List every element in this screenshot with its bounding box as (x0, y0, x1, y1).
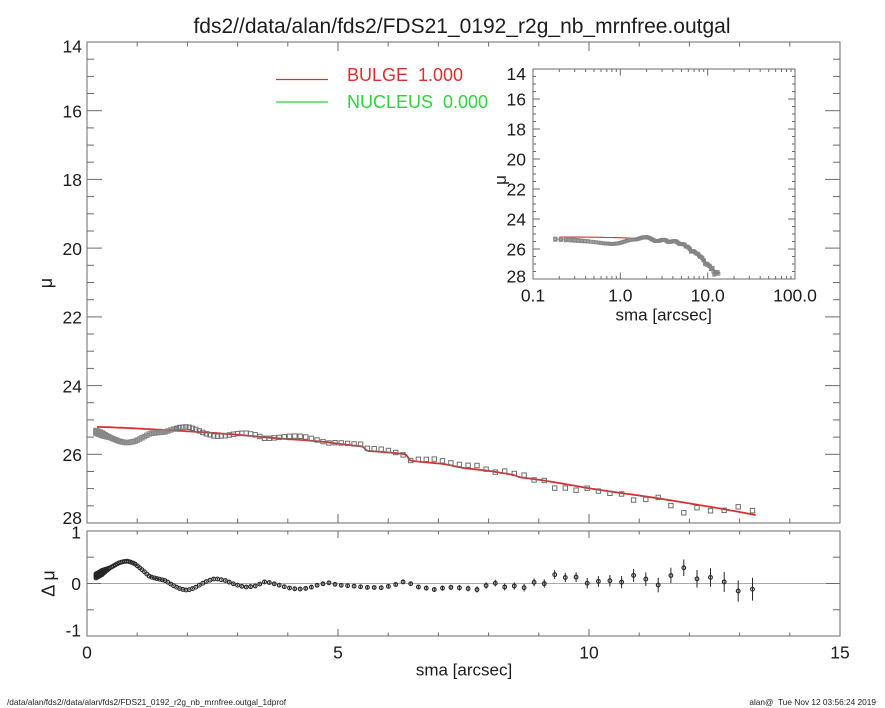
svg-text:24: 24 (507, 210, 527, 230)
svg-text:fds2//data/alan/fds2/FDS21_019: fds2//data/alan/fds2/FDS21_0192_r2g_nb_m… (193, 15, 730, 38)
svg-text:14: 14 (507, 64, 527, 84)
svg-text:100.0: 100.0 (773, 285, 817, 305)
svg-text:28: 28 (63, 508, 82, 528)
svg-text:14: 14 (63, 37, 83, 57)
svg-text:18: 18 (507, 120, 526, 140)
svg-text:1: 1 (71, 523, 81, 543)
svg-text:0.1: 0.1 (521, 285, 545, 305)
svg-text:0: 0 (71, 574, 81, 594)
svg-text:alan@ Tue Nov 12 03:56:24 201: alan@ Tue Nov 12 03:56:24 2019 (749, 697, 876, 707)
svg-text:22: 22 (63, 308, 82, 328)
svg-text:μ: μ (491, 175, 510, 185)
svg-text:-1: -1 (65, 621, 81, 641)
svg-text:Δ μ: Δ μ (39, 570, 59, 596)
svg-text:24: 24 (63, 376, 83, 396)
svg-text:26: 26 (63, 445, 82, 465)
svg-text:20: 20 (63, 239, 83, 259)
svg-text:sma [arcsec]: sma [arcsec] (416, 661, 512, 680)
svg-text:BULGE 1.000: BULGE 1.000 (347, 65, 463, 85)
svg-text:/data/alan/fds2//data/alan/fds: /data/alan/fds2//data/alan/fds2/FDS21_01… (7, 697, 287, 707)
svg-text:18: 18 (63, 170, 82, 190)
svg-text:NUCLEUS 0.000: NUCLEUS 0.000 (347, 92, 488, 112)
svg-text:0: 0 (82, 643, 92, 663)
svg-text:20: 20 (507, 150, 527, 170)
svg-text:28: 28 (507, 267, 526, 287)
svg-text:10.0: 10.0 (691, 285, 725, 305)
svg-text:26: 26 (507, 240, 526, 260)
svg-text:10: 10 (579, 643, 599, 663)
svg-text:μ: μ (36, 278, 56, 288)
svg-text:16: 16 (507, 90, 526, 110)
svg-text:22: 22 (507, 180, 526, 200)
svg-text:1.0: 1.0 (608, 285, 633, 305)
svg-text:sma [arcsec]: sma [arcsec] (616, 306, 712, 325)
svg-text:16: 16 (63, 101, 82, 121)
svg-text:15: 15 (830, 643, 849, 663)
svg-text:5: 5 (333, 643, 343, 663)
